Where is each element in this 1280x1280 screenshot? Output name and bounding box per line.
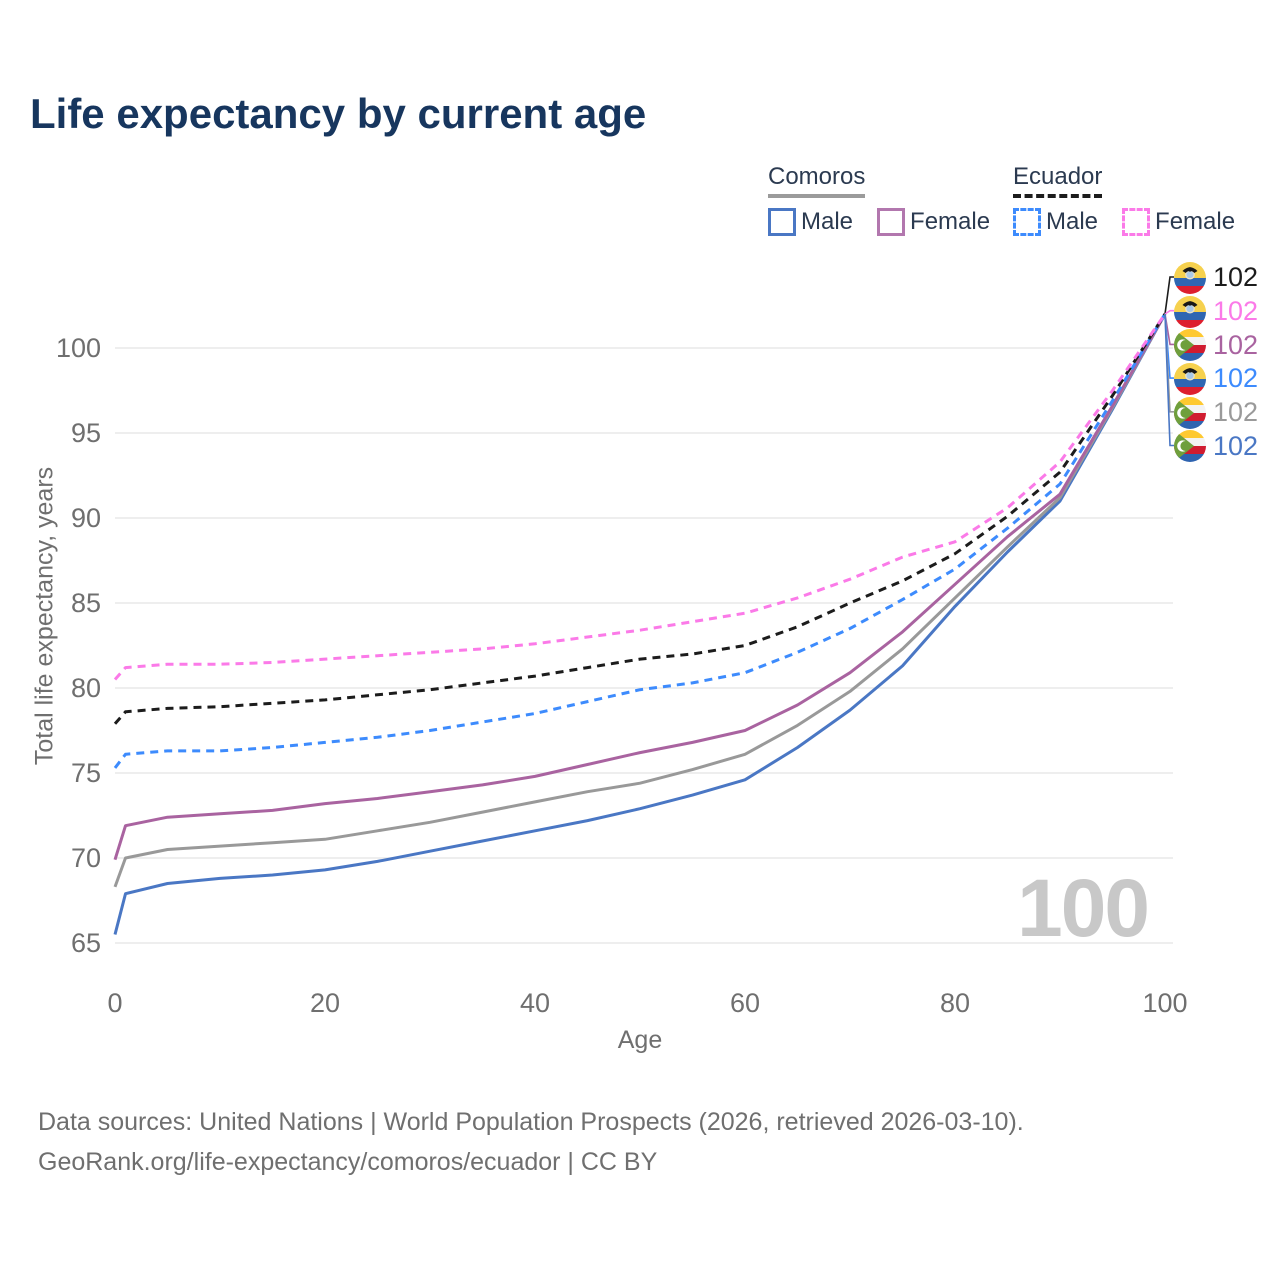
y-tick-90: 90: [71, 503, 101, 533]
legend-country-ecuador[interactable]: Ecuador: [1013, 163, 1103, 198]
y-axis-title: Total life expectancy, years: [30, 466, 59, 766]
x-tick-0: 0: [107, 988, 122, 1018]
legend-item-comoros-female[interactable]: Female: [877, 208, 990, 236]
leader-line-comoros-male: [1164, 313, 1174, 447]
end-labels: 102 102 102 102 102 102: [1174, 261, 1258, 463]
end-label-ecuador-male: 102: [1174, 362, 1258, 396]
comoros-flag-icon: [1174, 329, 1206, 361]
y-tick-70: 70: [71, 843, 101, 873]
x-tick-60: 60: [730, 988, 760, 1018]
series-line-comoros-both-sexes[interactable]: [113, 313, 1167, 888]
series-line-ecuador-female[interactable]: [113, 313, 1167, 681]
end-value: 102: [1213, 397, 1259, 428]
x-tick-80: 80: [940, 988, 970, 1018]
end-value: 102: [1213, 262, 1259, 293]
end-label-comoros-female: 102: [1174, 328, 1258, 362]
comoros-flag-icon: [1174, 430, 1206, 462]
footer-attribution: GeoRank.org/life-expectancy/comoros/ecua…: [38, 1148, 658, 1176]
x-tick-40: 40: [520, 988, 550, 1018]
y-tick-65: 65: [71, 928, 101, 958]
legend-label-comoros-female: Female: [910, 208, 991, 235]
legend-label-ecuador-female: Female: [1155, 208, 1236, 235]
ecuador-flag-icon: [1174, 262, 1206, 294]
ecuador-flag-icon: [1174, 363, 1206, 395]
ecuador-flag-icon: [1174, 296, 1206, 328]
end-value: 102: [1213, 296, 1259, 327]
x-tick-20: 20: [310, 988, 340, 1018]
y-tick-100: 100: [56, 333, 101, 363]
end-value: 102: [1213, 430, 1259, 461]
legend-item-ecuador-male[interactable]: Male: [1013, 208, 1098, 236]
x-tick-100: 100: [1142, 988, 1187, 1018]
legend-items-ecuador: Male Female: [1013, 208, 1235, 236]
legend-country-comoros[interactable]: Comoros: [768, 163, 866, 198]
comoros-female-swatch-icon: [877, 208, 906, 236]
legend-items-comoros: Male Female: [768, 208, 990, 236]
end-label-comoros-male: 102: [1174, 429, 1258, 463]
series-line-comoros-female[interactable]: [113, 313, 1167, 861]
ecuador-male-swatch-icon: [1013, 208, 1041, 236]
series-line-ecuador-male[interactable]: [113, 313, 1167, 769]
page-title: Life expectancy by current age: [30, 90, 647, 137]
leader-line-comoros-female: [1164, 313, 1174, 346]
y-tick-85: 85: [71, 588, 101, 618]
legend-label-ecuador-male: Male: [1046, 208, 1099, 235]
y-tick-75: 75: [71, 758, 101, 788]
end-value: 102: [1213, 363, 1259, 394]
legend-group-ecuador: Ecuador Male Female: [1013, 163, 1235, 236]
legend-group-comoros: Comoros Male Female: [768, 163, 990, 236]
legend-label-comoros-male: Male: [801, 208, 854, 235]
y-tick-95: 95: [71, 418, 101, 448]
footer-sources: Data sources: United Nations | World Pop…: [38, 1108, 1024, 1136]
x-axis-title: Age: [617, 1026, 663, 1054]
end-label-ecuador-both-sexes: 102: [1174, 261, 1258, 295]
age-watermark: 100: [1017, 863, 1150, 954]
comoros-flag-icon: [1174, 397, 1206, 429]
series-line-ecuador-both-sexes[interactable]: [113, 313, 1167, 725]
end-label-ecuador-female: 102: [1174, 295, 1258, 329]
end-label-comoros-both-sexes: 102: [1174, 396, 1258, 430]
comoros-male-swatch-icon: [768, 208, 796, 236]
legend-item-comoros-male[interactable]: Male: [768, 208, 853, 236]
legend-item-ecuador-female[interactable]: Female: [1122, 208, 1235, 236]
line-chart: 65 70 75 80 85 90 95 100 0 20 40 60 80 100: [56, 276, 1188, 1018]
y-tick-80: 80: [71, 673, 101, 703]
series-line-comoros-male[interactable]: [113, 313, 1167, 935]
leader-line-ecuador-both-sexes: [1164, 276, 1174, 315]
end-value: 102: [1213, 329, 1259, 360]
leader-line-ecuador-female: [1164, 309, 1174, 315]
ecuador-female-swatch-icon: [1122, 208, 1151, 236]
